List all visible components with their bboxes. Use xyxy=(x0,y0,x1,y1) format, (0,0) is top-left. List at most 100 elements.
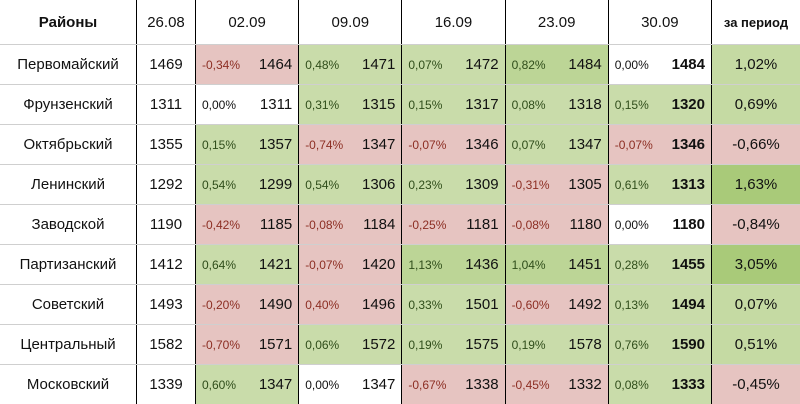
week-value: 1184 xyxy=(350,205,402,245)
week-value: 1332 xyxy=(557,365,609,404)
week-value: 1299 xyxy=(247,165,299,205)
district-name: Партизанский xyxy=(0,245,137,285)
change-percent: -0,42% xyxy=(196,205,248,245)
week-value: 1420 xyxy=(350,245,402,285)
change-percent: 0,08% xyxy=(608,365,660,404)
period-change: -0,84% xyxy=(712,205,800,245)
week-value: 1455 xyxy=(660,245,712,285)
week-value: 1490 xyxy=(247,285,299,325)
change-percent: 0,06% xyxy=(299,325,351,365)
week-value: 1180 xyxy=(660,205,712,245)
week-value: 1484 xyxy=(557,45,609,85)
week-value: 1311 xyxy=(247,85,299,125)
change-percent: 0,60% xyxy=(196,365,248,404)
base-value: 1339 xyxy=(137,365,196,404)
change-percent: 0,07% xyxy=(505,125,557,165)
change-percent: -0,67% xyxy=(402,365,454,404)
change-percent: 0,54% xyxy=(196,165,248,205)
change-percent: 0,15% xyxy=(608,85,660,125)
change-percent: 0,00% xyxy=(299,365,351,404)
district-name: Заводской xyxy=(0,205,137,245)
week-value: 1472 xyxy=(453,45,505,85)
change-percent: 0,61% xyxy=(608,165,660,205)
base-value: 1190 xyxy=(137,205,196,245)
districts-header: Районы xyxy=(0,0,137,45)
change-percent: -0,74% xyxy=(299,125,351,165)
week-value: 1501 xyxy=(453,285,505,325)
change-percent: 0,31% xyxy=(299,85,351,125)
week-value: 1317 xyxy=(453,85,505,125)
district-name: Центральный xyxy=(0,325,137,365)
period-change: 1,63% xyxy=(712,165,800,205)
district-name: Ленинский xyxy=(0,165,137,205)
date-header: 16.09 xyxy=(402,0,505,45)
change-percent: -0,07% xyxy=(608,125,660,165)
week-value: 1181 xyxy=(453,205,505,245)
change-percent: -0,45% xyxy=(505,365,557,404)
period-change: 0,69% xyxy=(712,85,800,125)
change-percent: 0,00% xyxy=(608,205,660,245)
change-percent: 0,76% xyxy=(608,325,660,365)
district-name: Фрунзенский xyxy=(0,85,137,125)
change-percent: -0,25% xyxy=(402,205,454,245)
week-value: 1347 xyxy=(350,125,402,165)
change-percent: 0,33% xyxy=(402,285,454,325)
district-name: Октябрьский xyxy=(0,125,137,165)
change-percent: -0,07% xyxy=(299,245,351,285)
change-percent: 0,28% xyxy=(608,245,660,285)
change-percent: 0,54% xyxy=(299,165,351,205)
week-value: 1347 xyxy=(247,365,299,404)
week-value: 1357 xyxy=(247,125,299,165)
change-percent: -0,34% xyxy=(196,45,248,85)
week-value: 1471 xyxy=(350,45,402,85)
week-value: 1315 xyxy=(350,85,402,125)
change-percent: -0,70% xyxy=(196,325,248,365)
change-percent: 0,19% xyxy=(505,325,557,365)
period-change: 1,02% xyxy=(712,45,800,85)
week-value: 1575 xyxy=(453,325,505,365)
change-percent: -0,31% xyxy=(505,165,557,205)
week-value: 1590 xyxy=(660,325,712,365)
base-value: 1412 xyxy=(137,245,196,285)
change-percent: 0,00% xyxy=(608,45,660,85)
date-header: 23.09 xyxy=(505,0,608,45)
date-header: 09.09 xyxy=(299,0,402,45)
week-value: 1464 xyxy=(247,45,299,85)
week-value: 1572 xyxy=(350,325,402,365)
change-percent: -0,07% xyxy=(402,125,454,165)
change-percent: 0,48% xyxy=(299,45,351,85)
base-value: 1469 xyxy=(137,45,196,85)
week-value: 1496 xyxy=(350,285,402,325)
change-percent: 0,82% xyxy=(505,45,557,85)
change-percent: 0,19% xyxy=(402,325,454,365)
period-header: за период xyxy=(712,0,800,45)
week-value: 1347 xyxy=(557,125,609,165)
change-percent: 0,08% xyxy=(505,85,557,125)
base-value: 1582 xyxy=(137,325,196,365)
week-value: 1492 xyxy=(557,285,609,325)
change-percent: 0,64% xyxy=(196,245,248,285)
district-name: Советский xyxy=(0,285,137,325)
date-header: 02.09 xyxy=(196,0,299,45)
week-value: 1185 xyxy=(247,205,299,245)
change-percent: -0,20% xyxy=(196,285,248,325)
base-value: 1355 xyxy=(137,125,196,165)
change-percent: 0,40% xyxy=(299,285,351,325)
change-percent: 0,23% xyxy=(402,165,454,205)
change-percent: 1,04% xyxy=(505,245,557,285)
week-value: 1318 xyxy=(557,85,609,125)
district-name: Московский xyxy=(0,365,137,404)
district-name: Первомайский xyxy=(0,45,137,85)
base-value: 1493 xyxy=(137,285,196,325)
week-value: 1421 xyxy=(247,245,299,285)
week-value: 1305 xyxy=(557,165,609,205)
week-value: 1436 xyxy=(453,245,505,285)
change-percent: -0,60% xyxy=(505,285,557,325)
